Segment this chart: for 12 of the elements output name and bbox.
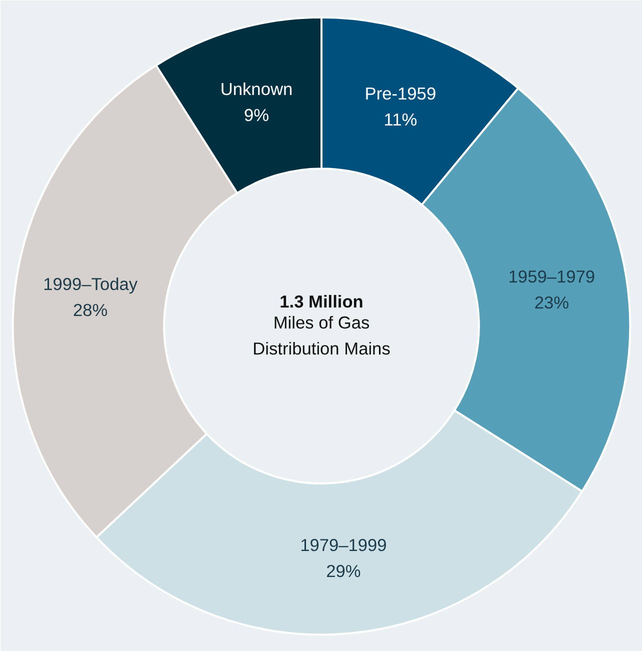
slice-label: Unknown [220,79,293,100]
data-label: 28% [72,300,108,320]
data-label: 29% [326,561,361,581]
slice-label: 1959–1979 [508,266,596,287]
data-label: 9% [244,105,270,126]
slice-label: Pre-1959 [364,84,436,104]
data-label: 11% [384,110,418,130]
data-label: 23% [534,292,570,313]
slice-label: 1999–Today [43,274,138,294]
text: Miles of Gas Distribution Mains [252,312,391,358]
text: 1.3 Million [280,291,364,312]
slice-label: 1979–1999 [300,535,387,555]
